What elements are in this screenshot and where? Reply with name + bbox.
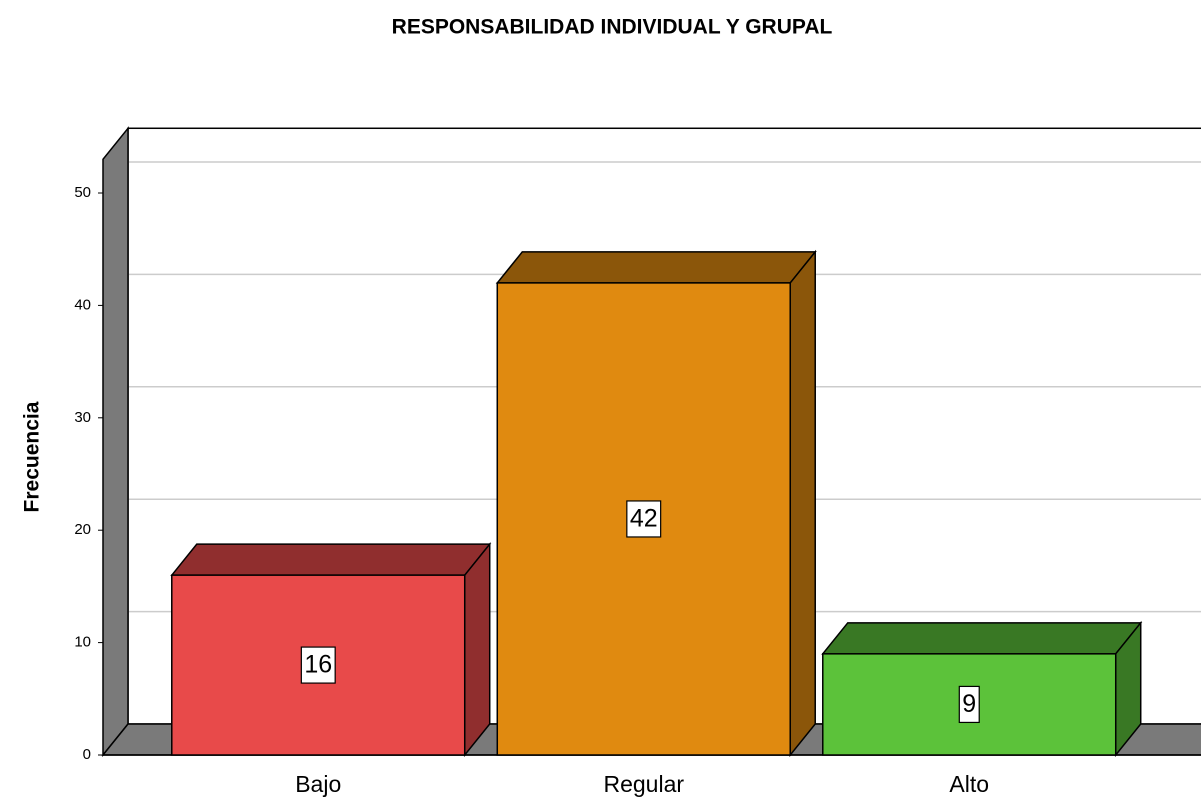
x-tick-label: Bajo	[295, 771, 341, 797]
side-wall	[102, 126, 129, 758]
value-label-box	[626, 500, 662, 538]
bar-side	[789, 249, 816, 758]
bar-side	[463, 542, 491, 758]
bar-top	[821, 622, 1143, 655]
chart-title: RESPONSABILIDAD INDIVIDUAL Y GRUPAL	[392, 16, 833, 39]
plot: 0 10 20 30 40 50 Bajo 16 Regular 42 Alto 9	[74, 126, 1201, 797]
value-label-box	[958, 685, 980, 724]
y-tick-label: 0	[83, 746, 91, 763]
value-label: 16	[304, 651, 332, 679]
y-tick-label: 30	[74, 409, 91, 426]
bar-top	[170, 543, 492, 576]
x-tick-label: Alto	[949, 771, 989, 797]
y-tick-label: 40	[74, 296, 91, 313]
y-tick-label: 20	[74, 521, 91, 538]
y-axis-label: Frecuencia	[21, 401, 44, 512]
bar-top	[495, 251, 817, 284]
y-tick-label: 50	[74, 184, 91, 201]
value-label: 42	[630, 505, 658, 533]
x-tick-label: Regular	[603, 771, 684, 797]
value-label-box	[300, 646, 336, 684]
value-label: 9	[962, 690, 976, 718]
y-tick-label: 10	[74, 634, 91, 651]
